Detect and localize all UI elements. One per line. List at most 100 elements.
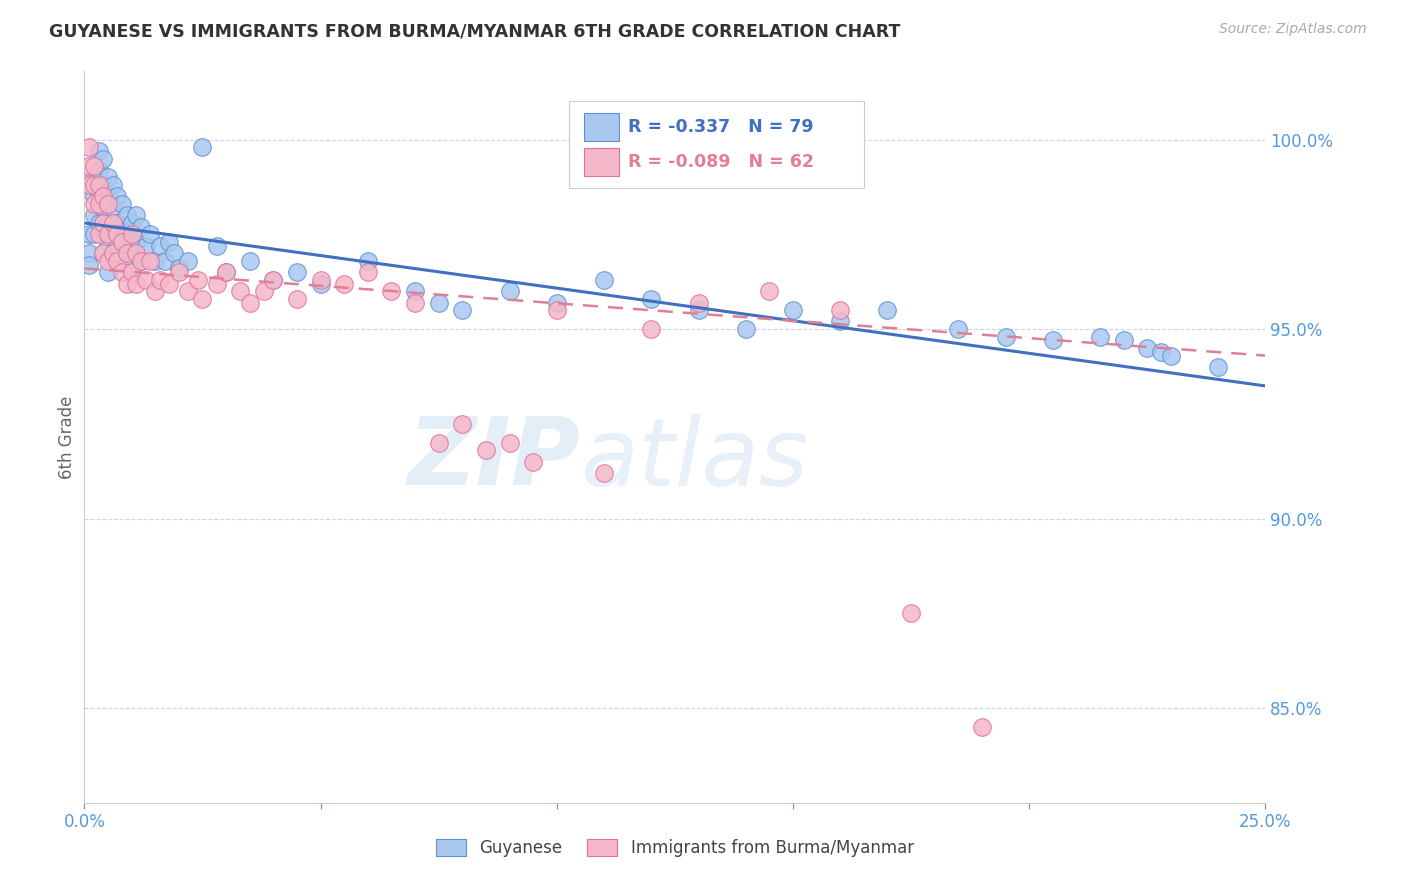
Point (97, 197, 120, 211)
Point (83, 208, 105, 222)
Point (205, 238, 228, 252)
Text: atlas: atlas (581, 414, 808, 505)
Point (87, 216, 110, 230)
Point (994, 329, 1017, 343)
Point (111, 197, 134, 211)
Point (97, 235, 120, 249)
Text: GUYANESE VS IMMIGRANTS FROM BURMA/MYANMAR 6TH GRADE CORRELATION CHART: GUYANESE VS IMMIGRANTS FROM BURMA/MYANMA… (49, 22, 901, 40)
Point (83, 197, 105, 211)
Point (451, 303, 474, 318)
Point (107, 253, 129, 268)
Point (177, 253, 200, 268)
Point (107, 189, 129, 203)
Point (91, 201, 114, 215)
Point (191, 140, 214, 154)
Point (135, 273, 157, 287)
Point (593, 273, 616, 287)
Point (498, 284, 520, 298)
Point (97, 170, 120, 185)
Point (97, 265, 120, 279)
Point (782, 303, 804, 318)
Point (734, 322, 756, 336)
Point (121, 216, 143, 230)
Point (115, 277, 138, 291)
Point (143, 284, 166, 298)
Point (309, 277, 332, 291)
Point (101, 201, 124, 215)
Point (91, 189, 114, 203)
Point (125, 208, 148, 222)
Point (1206, 359, 1229, 374)
Point (149, 273, 172, 287)
Point (404, 295, 426, 310)
Legend: Guyanese, Immigrants from Burma/Myanmar: Guyanese, Immigrants from Burma/Myanmar (429, 832, 921, 864)
Point (522, 455, 544, 469)
Point (285, 265, 308, 279)
Point (758, 284, 780, 298)
Point (87, 197, 110, 211)
Point (111, 235, 134, 249)
Point (262, 273, 284, 287)
Point (129, 219, 152, 234)
Point (107, 216, 129, 230)
Point (876, 303, 898, 318)
Point (77, 227, 100, 242)
Point (688, 295, 710, 310)
Point (97, 216, 120, 230)
Point (309, 273, 332, 287)
Point (688, 303, 710, 318)
Point (475, 443, 498, 458)
Point (121, 238, 143, 252)
Point (1088, 329, 1111, 343)
Point (111, 246, 134, 260)
Point (83, 170, 105, 185)
Point (640, 292, 662, 306)
Point (115, 246, 138, 260)
Point (149, 238, 172, 252)
Point (91, 246, 114, 260)
Point (593, 466, 616, 480)
Point (830, 314, 852, 328)
Point (1042, 334, 1064, 348)
Point (87, 227, 110, 242)
Point (111, 219, 134, 234)
Text: Source: ZipAtlas.com: Source: ZipAtlas.com (1219, 22, 1367, 37)
FancyBboxPatch shape (583, 148, 620, 176)
Point (205, 277, 228, 291)
Point (97, 253, 120, 268)
Point (129, 253, 152, 268)
Point (101, 246, 124, 260)
Point (167, 261, 190, 276)
Point (187, 273, 209, 287)
Point (83, 227, 105, 242)
Y-axis label: 6th Grade: 6th Grade (58, 395, 76, 479)
Point (115, 208, 138, 222)
Point (121, 227, 143, 242)
Point (1160, 349, 1182, 363)
Point (1112, 334, 1135, 348)
Point (111, 265, 134, 279)
Point (177, 284, 200, 298)
Point (87, 178, 110, 192)
Point (1136, 341, 1159, 355)
Point (139, 253, 162, 268)
Point (229, 284, 252, 298)
Point (239, 253, 262, 268)
Point (87, 162, 110, 177)
Point (239, 295, 262, 310)
Point (97, 189, 120, 203)
Point (125, 246, 148, 260)
Point (77, 159, 100, 173)
Point (262, 273, 284, 287)
Point (83, 159, 105, 173)
Point (498, 435, 520, 450)
Point (83, 178, 105, 192)
Point (900, 607, 922, 621)
Point (129, 253, 152, 268)
Point (333, 277, 356, 291)
Point (451, 417, 474, 431)
Point (948, 322, 970, 336)
Point (97, 227, 120, 242)
Point (91, 178, 114, 192)
Point (1150, 344, 1173, 359)
